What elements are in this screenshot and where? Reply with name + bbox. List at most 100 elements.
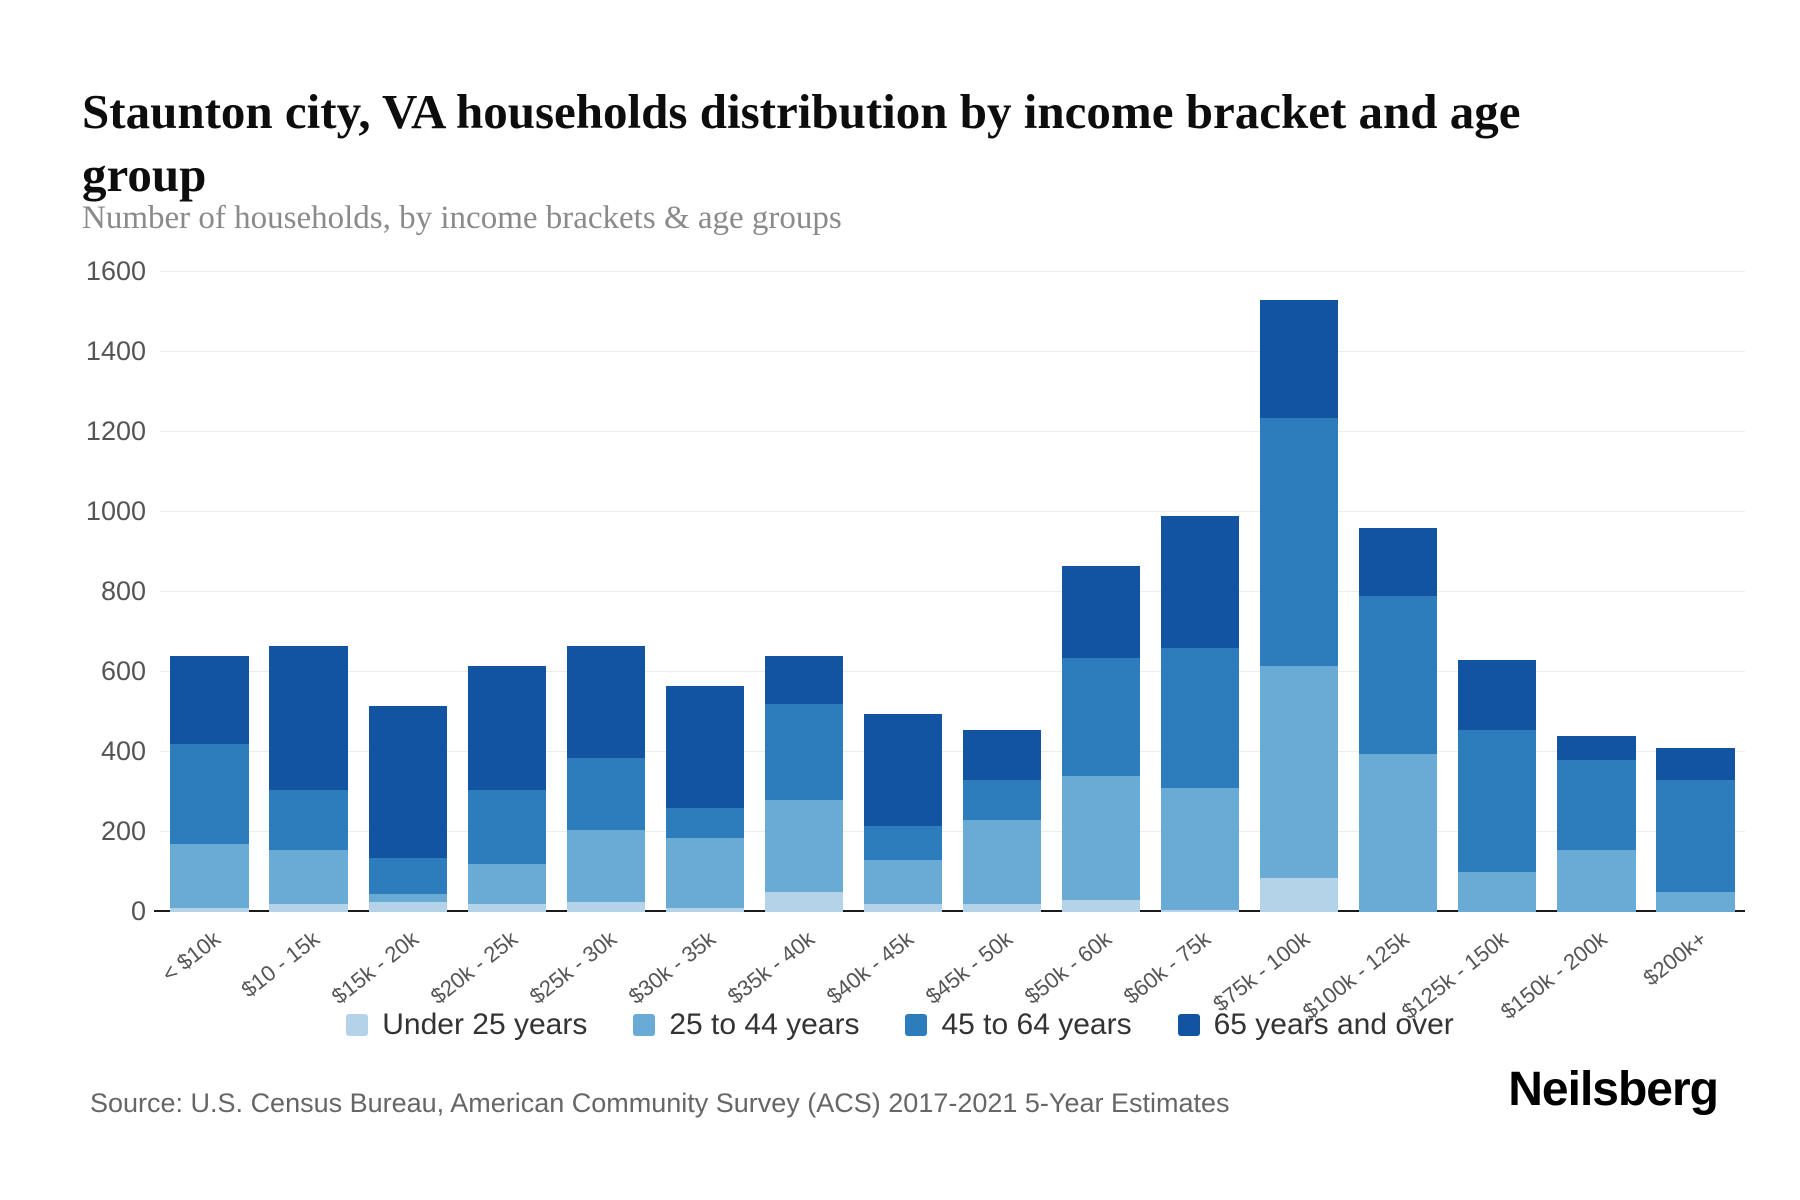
gridline xyxy=(160,271,1745,272)
bar-segment[interactable] xyxy=(170,908,249,912)
legend-label: 65 years and over xyxy=(1213,1008,1454,1041)
bar-segment[interactable] xyxy=(1260,666,1339,878)
gridline xyxy=(160,591,1745,592)
legend-item[interactable]: Under 25 years xyxy=(346,1008,587,1042)
bar-segment[interactable] xyxy=(1061,566,1141,658)
bar-segment[interactable] xyxy=(368,706,447,858)
x-axis-line xyxy=(154,910,1745,912)
bar-segment[interactable] xyxy=(566,902,645,912)
x-tick-text: $10 - 15k xyxy=(236,926,324,1003)
bar-segment[interactable] xyxy=(665,686,744,808)
bar-segment[interactable] xyxy=(269,790,348,850)
bar-segment[interactable] xyxy=(962,904,1042,912)
y-tick-label: 200 xyxy=(100,816,146,846)
bar-segment[interactable] xyxy=(368,902,447,912)
bar-segment[interactable] xyxy=(1557,760,1636,850)
legend-swatch xyxy=(905,1014,928,1036)
bar-segment[interactable] xyxy=(566,758,645,830)
gridline xyxy=(160,351,1745,352)
bar-segment[interactable] xyxy=(368,894,447,902)
bar-segment[interactable] xyxy=(1656,748,1735,780)
legend-swatch xyxy=(346,1014,369,1036)
plot-area: 0 200 400 600 800 1000 1200 1400 1600 < $10k $10 -… xyxy=(86,256,1745,1024)
legend-label: 45 to 64 years xyxy=(941,1008,1132,1041)
bar-segment[interactable] xyxy=(1359,596,1438,754)
bar-segment[interactable] xyxy=(764,800,844,892)
source-note: Source: U.S. Census Bureau, American Com… xyxy=(90,1088,1230,1118)
bar-segment[interactable] xyxy=(1161,788,1240,910)
bar-segment[interactable] xyxy=(368,858,447,894)
bar-segment[interactable] xyxy=(467,790,546,864)
x-tick-text: $60k - 75k xyxy=(1119,926,1216,1009)
bar-segment[interactable] xyxy=(764,892,844,912)
x-tick-text: $50k - 60k xyxy=(1020,926,1117,1009)
x-tick-text: $200k+ xyxy=(1638,926,1711,991)
x-tick-text: $45k - 50k xyxy=(921,926,1018,1009)
x-tick-text: $40k - 45k xyxy=(822,926,919,1009)
legend-item[interactable]: 45 to 64 years xyxy=(905,1008,1132,1042)
bar-segment[interactable] xyxy=(1161,910,1240,912)
legend-swatch xyxy=(633,1014,656,1036)
bar-segment[interactable] xyxy=(1458,872,1537,912)
bar-segment[interactable] xyxy=(170,656,249,744)
y-tick-label: 1000 xyxy=(85,496,146,526)
bar-segment[interactable] xyxy=(1061,658,1141,776)
bar-segment[interactable] xyxy=(962,780,1042,820)
gridline xyxy=(160,511,1745,512)
legend-item[interactable]: 25 to 44 years xyxy=(633,1008,859,1042)
bar-segment[interactable] xyxy=(1656,892,1735,912)
y-tick-label: 600 xyxy=(100,656,146,686)
bar-segment[interactable] xyxy=(1260,878,1339,912)
bar-segment[interactable] xyxy=(269,904,348,912)
bar-segment[interactable] xyxy=(269,850,348,904)
bar-segment[interactable] xyxy=(1061,900,1141,912)
legend-item[interactable]: 65 years and over xyxy=(1177,1008,1454,1042)
bar-segment[interactable] xyxy=(1557,850,1636,912)
y-tick-label: 400 xyxy=(100,736,146,766)
bar-segment[interactable] xyxy=(863,860,943,904)
legend-label: Under 25 years xyxy=(382,1008,588,1041)
bar-segment[interactable] xyxy=(467,904,546,912)
bar-segment[interactable] xyxy=(863,904,943,912)
bar-segment[interactable] xyxy=(1458,730,1537,872)
bar-segment[interactable] xyxy=(1656,780,1735,892)
bar-segment[interactable] xyxy=(665,808,744,838)
bar-segment[interactable] xyxy=(467,666,546,790)
chart-subtitle: Number of households, by income brackets… xyxy=(82,200,842,236)
bar-segment[interactable] xyxy=(170,844,249,908)
x-tick-text: $25k - 30k xyxy=(524,926,622,1009)
y-tick-label: 1200 xyxy=(85,416,146,446)
bar-segment[interactable] xyxy=(665,838,744,908)
y-tick-label: 1400 xyxy=(85,336,146,366)
bar-segment[interactable] xyxy=(764,656,844,704)
y-tick-label: 800 xyxy=(100,576,146,606)
bar-segment[interactable] xyxy=(1359,528,1438,596)
bar-segment[interactable] xyxy=(863,826,943,860)
gridline xyxy=(160,431,1745,432)
bar-segment[interactable] xyxy=(1458,660,1537,730)
bar-segment[interactable] xyxy=(1161,516,1240,648)
bar-segment[interactable] xyxy=(962,730,1042,780)
bar-segment[interactable] xyxy=(1260,418,1339,666)
bar-segment[interactable] xyxy=(1359,754,1438,912)
x-tick-text: < $10k xyxy=(156,926,225,987)
bar-segment[interactable] xyxy=(467,864,546,904)
bar-segment[interactable] xyxy=(1260,300,1339,418)
bar-segment[interactable] xyxy=(566,646,645,758)
bar-segment[interactable] xyxy=(170,744,249,844)
bar-segment[interactable] xyxy=(1061,776,1141,900)
y-tick-label: 0 xyxy=(130,896,146,926)
bar-segment[interactable] xyxy=(962,820,1042,904)
bar-segment[interactable] xyxy=(665,908,744,912)
bar-segment[interactable] xyxy=(863,714,943,826)
bar-segment[interactable] xyxy=(566,830,645,902)
bar-segment[interactable] xyxy=(1557,736,1636,760)
bar-segment[interactable] xyxy=(764,704,844,800)
gridline xyxy=(160,751,1745,752)
y-tick-label: 1600 xyxy=(85,256,146,286)
bar-segment[interactable] xyxy=(269,646,348,790)
legend-label: 25 to 44 years xyxy=(669,1008,860,1041)
bar-segment[interactable] xyxy=(1161,648,1240,788)
page-title: Staunton city, VA households distributio… xyxy=(82,83,1521,202)
